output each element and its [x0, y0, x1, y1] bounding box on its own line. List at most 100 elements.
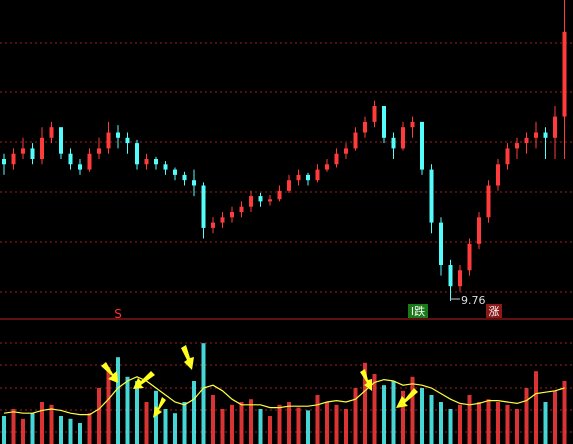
- arrow: [133, 371, 155, 389]
- candle-body: [277, 190, 282, 200]
- volume-bar: [59, 416, 63, 444]
- volume-bar: [125, 376, 130, 444]
- candle-body: [429, 169, 434, 223]
- candle-body: [258, 196, 263, 202]
- low-label: 9.76: [461, 294, 486, 307]
- fall-signal: I跌: [411, 304, 425, 318]
- volume-bar: [382, 385, 386, 444]
- candle-body: [211, 222, 215, 228]
- volume-bar: [458, 404, 462, 444]
- volume-bar: [249, 399, 253, 444]
- volume-bar: [182, 402, 187, 444]
- volume-ma-line: [3, 376, 565, 416]
- candle-body: [135, 143, 139, 165]
- volume-bar: [230, 404, 234, 444]
- volume-bar: [505, 404, 510, 444]
- candle-body: [78, 164, 82, 170]
- candle-body: [30, 148, 35, 159]
- arrow: [153, 397, 166, 418]
- candle-body: [220, 217, 225, 223]
- volume-bar: [306, 410, 310, 444]
- volume-bar: [163, 409, 168, 444]
- candle-body: [87, 153, 92, 170]
- candle-body: [68, 153, 73, 165]
- candle-body: [524, 137, 529, 144]
- arrow: [101, 362, 118, 383]
- rise-signal: 涨: [489, 305, 500, 318]
- candle-body: [401, 127, 405, 149]
- candle-body: [106, 132, 111, 149]
- volume-bar: [49, 404, 54, 444]
- candle-body: [296, 174, 301, 181]
- volume-bar: [68, 418, 73, 444]
- signal-box: [486, 304, 502, 318]
- volume-bar: [410, 376, 415, 444]
- candle-body: [49, 127, 54, 138]
- candle-body: [97, 148, 101, 154]
- candle-body: [163, 164, 168, 170]
- volume-bar: [496, 402, 500, 444]
- price-grid: [0, 42, 573, 433]
- volume-bar: [315, 395, 320, 444]
- candle-body: [192, 180, 196, 186]
- candle-body: [543, 132, 548, 138]
- volume-bar: [97, 388, 101, 444]
- volume-bar: [11, 409, 16, 444]
- candle-body: [562, 31, 567, 117]
- candle-body: [391, 137, 396, 149]
- volume-bar: [401, 390, 405, 444]
- volume-bar: [429, 395, 434, 444]
- volume-bar: [173, 413, 177, 444]
- volume-bar: [106, 367, 111, 444]
- volume-bar: [135, 381, 139, 444]
- volume-bar: [562, 381, 567, 444]
- candle-body: [40, 137, 44, 159]
- candle-body: [372, 106, 377, 122]
- candle-body: [59, 127, 63, 154]
- volume-bar: [258, 409, 263, 444]
- volume-bar: [21, 418, 25, 444]
- volume-bar: [534, 371, 538, 444]
- volume-bar: [211, 395, 215, 444]
- volume-bar: [553, 390, 557, 444]
- candle-body: [239, 206, 244, 212]
- candle-body: [344, 148, 348, 154]
- volume-bar: [486, 399, 491, 444]
- candle-body: [21, 148, 25, 154]
- candle-body: [496, 164, 500, 186]
- volume-bar: [543, 402, 548, 444]
- candle-body: [182, 174, 187, 181]
- candle-body: [458, 270, 462, 287]
- candle-body: [125, 137, 130, 144]
- candle-body: [144, 159, 149, 165]
- volume-bar: [40, 402, 44, 444]
- arrow: [396, 388, 418, 408]
- candle-body: [173, 169, 177, 175]
- candle-body: [420, 121, 424, 170]
- candle-body: [154, 159, 158, 165]
- candle-body: [268, 199, 272, 202]
- candle-body: [363, 121, 367, 133]
- volume-bar: [201, 343, 206, 444]
- arrow: [181, 345, 194, 370]
- candle-body: [334, 153, 339, 165]
- candle-body: [306, 174, 310, 181]
- volume-bar: [344, 409, 348, 444]
- candle-body: [2, 159, 6, 165]
- volume-bar: [87, 413, 92, 444]
- volume-bar: [144, 402, 149, 444]
- volume-bar: [391, 381, 396, 444]
- candle-body: [353, 132, 358, 149]
- volume-bar: [287, 402, 291, 444]
- volume-bar: [78, 423, 82, 444]
- candle-body: [439, 222, 443, 265]
- volume-bar: [325, 402, 329, 444]
- volume-bar: [448, 409, 453, 444]
- candle-body: [410, 121, 415, 128]
- volume-bar: [296, 407, 301, 444]
- candle-body: [230, 212, 234, 218]
- volume-bar: [372, 374, 377, 444]
- volume-bar: [154, 390, 158, 444]
- volume-bar: [420, 388, 424, 444]
